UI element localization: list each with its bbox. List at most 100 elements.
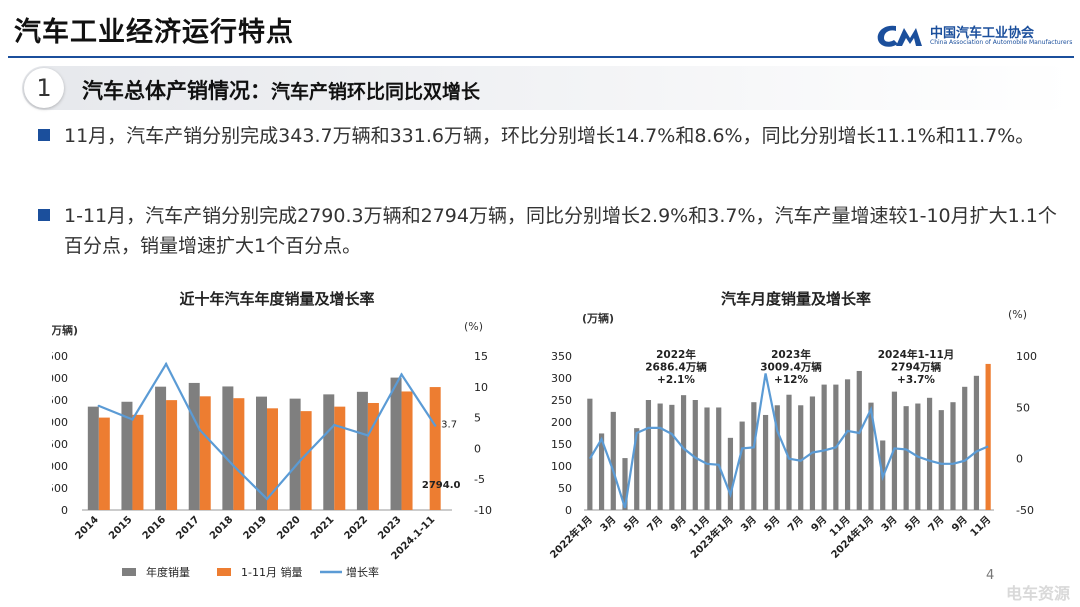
y2-axis-unit: (%) <box>464 320 483 333</box>
caam-logo-icon <box>877 25 922 47</box>
y2-tick-label: -10 <box>474 504 492 517</box>
growth-rate-point <box>366 434 370 437</box>
bar-monthly-sales <box>903 406 909 510</box>
bar-annual-sales <box>289 398 301 510</box>
bar-monthly-sales <box>716 407 722 510</box>
y2-tick-label: 10 <box>474 381 488 394</box>
y-tick-label: 100 <box>551 460 572 473</box>
bar-annual-sales <box>121 401 133 510</box>
y-tick-label: 3500 <box>52 350 68 363</box>
bar-monthly-sales <box>692 400 698 510</box>
monthly-sales-chart: 汽车月度销量及增长率 (万辆) (%) 0 50 100 150 200 250 300 350 -5… <box>546 286 1046 586</box>
bar-jan-nov-sales <box>166 400 178 510</box>
bar-monthly-sales <box>587 398 593 510</box>
page-number: 4 <box>986 568 995 583</box>
x-tick-label: 3月 <box>598 514 618 534</box>
bullet-item: 1-11月，汽车产销分别完成2790.3万辆和2794万辆，同比分别增长2.9%… <box>38 201 1058 261</box>
bar-annual-sales <box>155 386 167 510</box>
bar-monthly-sales <box>727 437 734 510</box>
x-tick-label: 2022 <box>343 514 370 541</box>
growth-rate-point <box>333 423 336 427</box>
bar-monthly-sales <box>973 375 980 510</box>
bar-jan-nov-sales <box>401 391 413 510</box>
caam-logo: 中国汽车工业协会 China Association of Automobile… <box>874 20 1074 52</box>
x-tick-label: 2021 <box>309 514 336 541</box>
x-tick-label: 2016 <box>141 514 168 541</box>
growth-rate-data-label: 3.7 <box>441 420 457 431</box>
x-tick-label: 3月 <box>738 514 758 534</box>
bar-annual-sales <box>390 377 402 510</box>
growth-rate-point <box>198 428 201 432</box>
chart-title: 近十年汽车年度销量及增长率 <box>179 290 374 308</box>
monthly-sales-chart-svg: 汽车月度销量及增长率 (万辆) (%) 0 50 100 150 200 250 300 350 -5… <box>547 290 1037 561</box>
bar-monthly-sales <box>868 402 874 510</box>
bar-annual-sales <box>356 391 368 510</box>
bar-annual-sales <box>222 386 234 510</box>
bar-annual-sales <box>188 382 200 510</box>
bar-monthly-sales <box>856 370 862 510</box>
annual-sales-chart-svg: 近十年汽车年度销量及增长率 (万辆) (%) 0 500 1000 1500 2000 2500… <box>40 290 492 579</box>
bar-monthly-sales <box>844 379 851 510</box>
bar-monthly-sales <box>762 414 769 510</box>
growth-rate-point <box>400 373 403 376</box>
x-tick-label: 7月 <box>785 514 805 534</box>
growth-rate-point <box>131 418 134 421</box>
annual-sales-chart: 近十年汽车年度销量及增长率 (万辆) (%) 0 500 1000 1500 2000 2500… <box>40 286 502 586</box>
x-tick-label: 9月 <box>949 514 969 534</box>
logo-text-cn: 中国汽车工业协会 <box>930 26 1035 41</box>
y-tick-label: 0 <box>61 504 68 517</box>
period-summary-label: +12% <box>774 374 808 386</box>
square-bullet-icon <box>38 209 50 221</box>
section-number: 1 <box>24 68 64 108</box>
y2-tick-label: -5 <box>474 473 485 486</box>
bar-monthly-sales <box>645 400 652 510</box>
growth-rate-point <box>265 497 269 501</box>
bar-jan-nov-sales <box>334 406 346 510</box>
bar-monthly-sales <box>610 411 616 510</box>
bar-monthly-sales <box>598 433 605 510</box>
x-tick-label: 11月 <box>968 514 993 539</box>
y-tick-label: 0 <box>565 504 572 517</box>
period-summary-label: 2023年 <box>771 348 811 361</box>
x-tick-label: 9月 <box>809 514 829 534</box>
x-tick-label: 2017 <box>174 514 201 541</box>
period-summary-label: 2024年1-11月 <box>878 348 955 361</box>
bar-monthly-sales <box>774 405 780 510</box>
section-subheading: 汽车产销环比同比双增长 <box>271 81 481 103</box>
bar-annual-sales <box>87 406 99 510</box>
bar-monthly-sales <box>680 395 687 510</box>
y-tick-label: 150 <box>551 438 572 451</box>
bar-monthly-sales <box>786 394 792 510</box>
y-tick-label: 250 <box>551 394 572 407</box>
period-summary-label: +3.7% <box>897 374 935 386</box>
bar-monthly-sales <box>669 404 675 510</box>
period-summary-label: 2794万辆 <box>891 361 942 374</box>
bar-jan-nov-sales <box>267 408 278 510</box>
bar-jan-nov-sales <box>233 398 245 510</box>
bar-monthly-sales <box>739 421 745 510</box>
y-axis-unit: (万辆) <box>52 323 78 337</box>
bar-annual-sales <box>256 396 267 510</box>
bar-monthly-sales <box>704 407 710 510</box>
y2-axis-unit: (%) <box>1008 308 1027 321</box>
bar-jan-nov-sales <box>199 396 211 510</box>
y2-tick-label: 15 <box>474 350 488 363</box>
chart-title: 汽车月度销量及增长率 <box>721 290 871 308</box>
growth-rate-point <box>164 362 168 366</box>
bar-monthly-sales <box>926 397 933 510</box>
period-summary-label: 2022年 <box>656 348 696 361</box>
page-title: 汽车工业经济运行特点 <box>14 17 294 48</box>
x-tick-label: 2022年1月 <box>547 513 595 561</box>
square-bullet-icon <box>38 129 50 141</box>
x-tick-label: 3月 <box>879 514 899 534</box>
period-summary-label: 2686.4万辆 <box>645 361 707 374</box>
header: 汽车工业经济运行特点 中国汽车工业协会 China Association of… <box>0 0 1080 62</box>
legend-label: 增长率 <box>346 565 379 579</box>
bar-monthly-sales <box>950 402 956 510</box>
bar-jan-nov-sales <box>367 402 379 510</box>
bullet-text: 1-11月，汽车产销分别完成2790.3万辆和2794万辆，同比分别增长2.9%… <box>64 205 1057 257</box>
bar-monthly-sales <box>622 458 628 510</box>
y2-tick-label: 50 <box>1016 401 1030 414</box>
x-tick-label: 2019 <box>242 514 269 541</box>
title-divider <box>8 56 1074 58</box>
